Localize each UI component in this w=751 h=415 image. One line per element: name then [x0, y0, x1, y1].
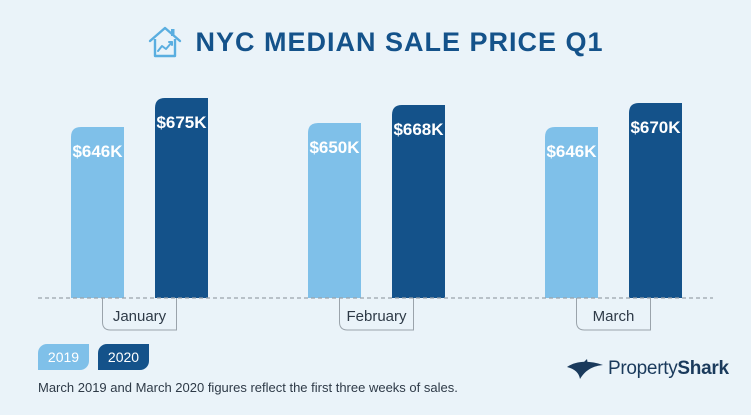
bar-february-2020: [392, 105, 445, 298]
shark-logo-icon: [567, 359, 603, 379]
legend: 2019 2020: [38, 344, 149, 370]
bar-label-march-2019: $646K: [546, 142, 597, 161]
category-bracket-january: [102, 298, 177, 331]
footnote: March 2019 and March 2020 figures reflec…: [38, 380, 458, 395]
title-block: NYC MEDIAN SALE PRICE Q1: [0, 24, 751, 60]
house-chart-icon: [149, 26, 182, 58]
category-label-january: January: [113, 308, 167, 325]
bar-label-february-2020: $668K: [393, 120, 444, 139]
bar-march-2020: [629, 103, 682, 298]
bar-label-january-2019: $646K: [72, 142, 123, 161]
bar-february-2019: [308, 123, 361, 298]
category-label-february: February: [346, 308, 407, 325]
category-label-march: March: [593, 308, 635, 325]
bar-january-2019: [71, 127, 124, 298]
logo-word-property: Property: [608, 358, 678, 379]
bar-march-2019: [545, 127, 598, 298]
legend-item-2020: 2020: [98, 344, 149, 370]
propertyshark-logo: PropertyShark: [566, 358, 729, 380]
logo-word-shark: Shark: [677, 358, 729, 379]
bar-label-march-2020: $670K: [630, 118, 681, 137]
bar-label-january-2020: $675K: [156, 113, 207, 132]
category-bracket-february: [339, 298, 414, 331]
chart-title: NYC MEDIAN SALE PRICE Q1: [195, 26, 604, 57]
bar-label-february-2019: $650K: [309, 138, 360, 157]
legend-item-2019: 2019: [38, 344, 89, 370]
category-bracket-march: [576, 298, 651, 331]
bar-january-2020: [155, 98, 208, 298]
